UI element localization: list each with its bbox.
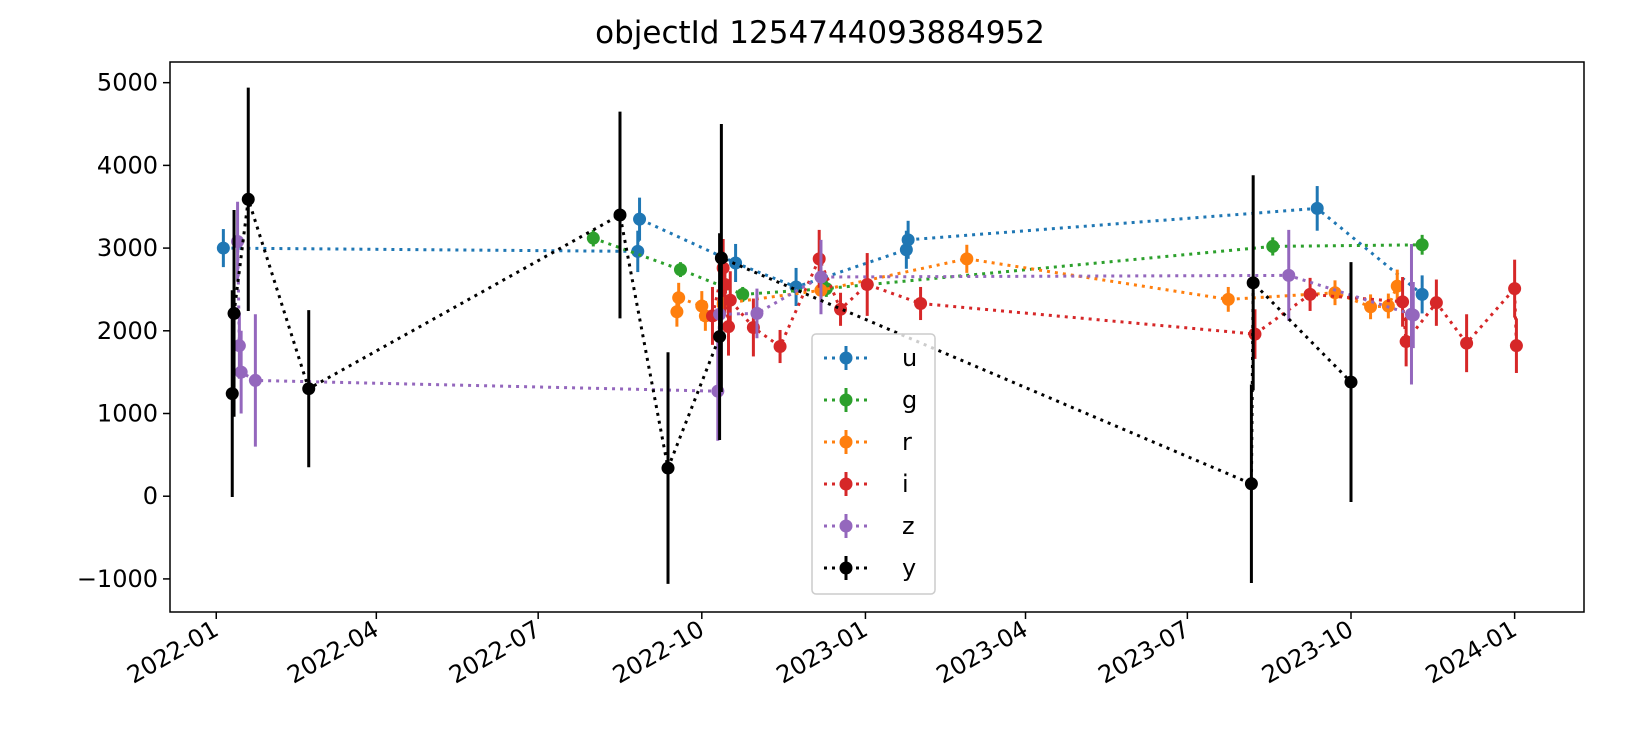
data-point [1310, 201, 1324, 215]
data-point [670, 305, 684, 319]
data-point [1508, 282, 1522, 296]
data-point [812, 252, 826, 266]
legend-marker [839, 477, 853, 491]
data-point [901, 233, 915, 247]
legend-item-z: z [824, 512, 915, 540]
data-point [713, 330, 727, 344]
plot-area [216, 87, 1523, 584]
data-point [721, 320, 735, 334]
data-point [613, 208, 627, 222]
data-point [1246, 276, 1260, 290]
data-point [225, 387, 239, 401]
data-point [714, 251, 728, 265]
legend-label: u [902, 344, 917, 372]
legend-marker [839, 519, 853, 533]
data-point [673, 263, 687, 277]
series-u [216, 186, 1429, 314]
legend-label: i [902, 470, 909, 498]
data-point [216, 241, 230, 255]
y-tick-label: 2000 [97, 317, 158, 345]
data-point [232, 339, 246, 353]
data-point [1248, 327, 1262, 341]
data-point [960, 252, 974, 266]
data-point [1303, 287, 1317, 301]
data-point [899, 243, 913, 257]
legend-marker [839, 435, 853, 449]
series-line-g [592, 236, 1423, 296]
plot-frame [169, 61, 1585, 613]
y-tick-label: −1000 [77, 565, 158, 593]
data-point [586, 231, 600, 245]
data-point [1221, 292, 1235, 306]
data-point [248, 373, 262, 387]
data-point [1415, 287, 1429, 301]
data-point [1282, 268, 1296, 282]
y-tick-label: 1000 [97, 400, 158, 428]
data-point [1390, 279, 1404, 293]
data-point [1399, 335, 1413, 349]
legend-item-y: y [824, 554, 916, 582]
legend-marker [839, 561, 853, 575]
data-point [1406, 308, 1420, 322]
data-point [1509, 339, 1523, 353]
y-tick-label: 5000 [97, 69, 158, 97]
data-point [736, 287, 750, 301]
data-point [773, 340, 787, 354]
series-y [225, 87, 1358, 584]
series-z [231, 201, 1420, 447]
data-point [227, 306, 241, 320]
data-point [302, 382, 316, 396]
chart-title: objectId 1254744093884952 [595, 15, 1045, 51]
legend-item-r: r [824, 428, 912, 456]
legend-item-i: i [824, 470, 909, 498]
data-point [695, 299, 709, 313]
data-point [750, 306, 764, 320]
legend-label: g [902, 386, 917, 414]
legend-marker [839, 393, 853, 407]
data-point [633, 212, 647, 226]
data-point [672, 291, 686, 305]
legend-box [811, 333, 936, 595]
data-point [661, 461, 675, 475]
y-tick-label: 3000 [97, 234, 158, 262]
legend-label: y [902, 554, 916, 582]
legend-item-u: u [824, 344, 917, 372]
data-point [1429, 296, 1443, 310]
data-point [1266, 239, 1280, 253]
data-point [1415, 238, 1429, 252]
data-point [1460, 336, 1474, 350]
legend-label: r [902, 428, 912, 456]
data-point [914, 297, 928, 311]
data-point [234, 365, 248, 379]
data-point [723, 293, 737, 307]
data-point [241, 192, 255, 206]
legend-label: z [902, 512, 915, 540]
y-tick-label: 4000 [97, 151, 158, 179]
data-point [1344, 375, 1358, 389]
legend-marker [839, 351, 853, 365]
data-point [1364, 300, 1378, 314]
data-point [1396, 295, 1410, 309]
data-point [860, 277, 874, 291]
data-point [1244, 477, 1258, 491]
y-tick-label: 0 [143, 482, 158, 510]
legend-item-g: g [824, 386, 917, 414]
data-point [729, 256, 743, 270]
data-point [814, 270, 828, 284]
